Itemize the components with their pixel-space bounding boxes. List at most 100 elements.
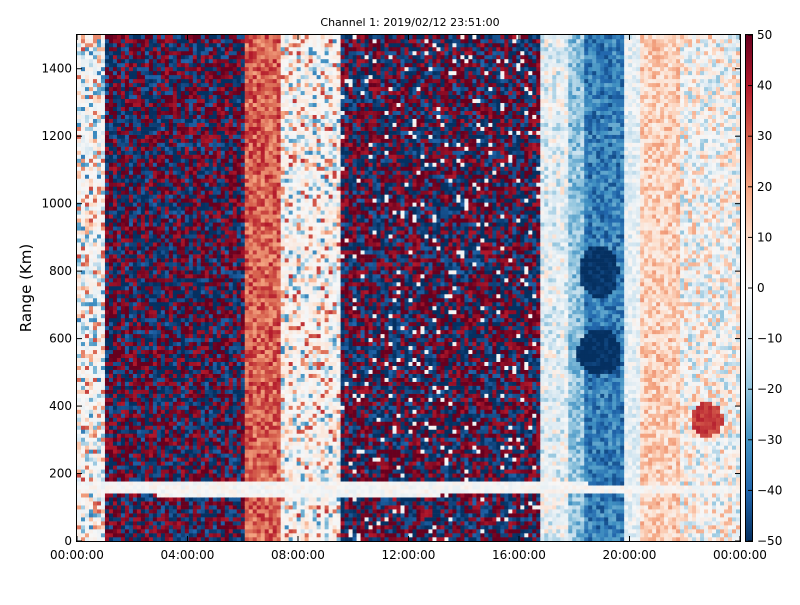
heatmap-cell: [113, 166, 117, 170]
heatmap-cell: [233, 481, 237, 485]
heatmap-cell: [97, 174, 101, 178]
heatmap-cell: [137, 525, 141, 529]
heatmap-cell: [189, 421, 193, 425]
heatmap-cell: [77, 318, 81, 322]
heatmap-cell: [197, 107, 201, 111]
heatmap-cell: [201, 338, 205, 342]
heatmap-cell: [181, 143, 185, 147]
heatmap-cell: [129, 509, 133, 513]
heatmap-cell: [125, 378, 129, 382]
heatmap-cell: [113, 362, 117, 366]
heatmap-cell: [209, 453, 213, 457]
heatmap-cell: [81, 505, 85, 509]
heatmap-cell: [113, 433, 117, 437]
heatmap-cell: [101, 254, 105, 258]
heatmap-cell: [165, 457, 169, 461]
heatmap-cell: [101, 441, 105, 445]
heatmap-cell: [225, 314, 229, 318]
heatmap-cell: [209, 501, 213, 505]
heatmap-cell: [117, 266, 121, 270]
heatmap-cell: [137, 366, 141, 370]
heatmap-cell: [157, 310, 161, 314]
heatmap-cell: [89, 310, 93, 314]
heatmap-cell: [185, 453, 189, 457]
heatmap-cell: [205, 174, 209, 178]
heatmap-cell: [177, 63, 181, 67]
heatmap-cell: [225, 533, 229, 537]
heatmap-cell: [93, 414, 97, 418]
heatmap-cell: [197, 425, 201, 429]
heatmap-cell: [77, 127, 81, 131]
heatmap-cell: [101, 465, 105, 469]
heatmap-cell: [85, 390, 89, 394]
heatmap-cell: [133, 174, 137, 178]
heatmap-cell: [121, 314, 125, 318]
heatmap-cell: [189, 461, 193, 465]
heatmap-cell: [189, 497, 193, 501]
heatmap-cell: [197, 362, 201, 366]
heatmap-cell: [89, 386, 93, 390]
heatmap-cell: [121, 87, 125, 91]
heatmap-cell: [81, 210, 85, 214]
heatmap-cell: [133, 394, 137, 398]
heatmap-cell: [153, 461, 157, 465]
heatmap-cell: [173, 509, 177, 513]
heatmap-cell: [97, 314, 101, 318]
heatmap-cell: [117, 477, 121, 481]
heatmap-cell: [129, 342, 133, 346]
heatmap-cell: [117, 386, 121, 390]
heatmap-cell: [221, 127, 225, 131]
heatmap-cell: [153, 537, 157, 541]
heatmap-cell: [185, 67, 189, 71]
heatmap-cell: [125, 166, 129, 170]
heatmap-cell: [193, 453, 197, 457]
heatmap-cell: [101, 342, 105, 346]
heatmap-cell: [193, 330, 197, 334]
heatmap-cell: [189, 302, 193, 306]
heatmap-cell: [213, 322, 217, 326]
heatmap-cell: [193, 350, 197, 354]
heatmap-cell: [149, 250, 153, 254]
heatmap-cell: [93, 170, 97, 174]
heatmap-cell: [169, 87, 173, 91]
heatmap-cell: [137, 493, 141, 497]
heatmap-cell: [137, 465, 141, 469]
heatmap-cell: [145, 421, 149, 425]
heatmap-cell: [129, 258, 133, 262]
heatmap-cell: [205, 190, 209, 194]
heatmap-cell: [137, 338, 141, 342]
heatmap-cell: [177, 278, 181, 282]
heatmap-cell: [157, 119, 161, 123]
heatmap-cell: [225, 127, 229, 131]
heatmap-cell: [165, 135, 169, 139]
heatmap-cell: [189, 298, 193, 302]
heatmap-cell: [209, 75, 213, 79]
heatmap-cell: [141, 166, 145, 170]
heatmap-cell: [157, 115, 161, 119]
heatmap-cell: [209, 107, 213, 111]
heatmap-cell: [117, 338, 121, 342]
heatmap-cell: [217, 127, 221, 131]
heatmap-cell: [169, 398, 173, 402]
heatmap-cell: [133, 254, 137, 258]
heatmap-cell: [125, 63, 129, 67]
heatmap-cell: [89, 497, 93, 501]
heatmap-cell: [177, 87, 181, 91]
heatmap-cell: [161, 505, 165, 509]
heatmap-cell: [101, 433, 105, 437]
heatmap-cell: [225, 75, 229, 79]
heatmap-cell: [181, 330, 185, 334]
heatmap-cell: [105, 378, 109, 382]
heatmap-cell: [113, 182, 117, 186]
heatmap-cell: [157, 314, 161, 318]
heatmap-cell: [121, 330, 125, 334]
heatmap-cell: [209, 533, 213, 537]
heatmap-cell: [105, 262, 109, 266]
heatmap-cell: [77, 402, 81, 406]
heatmap-cell: [77, 382, 81, 386]
heatmap-cell: [109, 218, 113, 222]
heatmap-cell: [197, 290, 201, 294]
heatmap-cell: [185, 521, 189, 525]
heatmap-cell: [185, 421, 189, 425]
heatmap-cell: [137, 354, 141, 358]
